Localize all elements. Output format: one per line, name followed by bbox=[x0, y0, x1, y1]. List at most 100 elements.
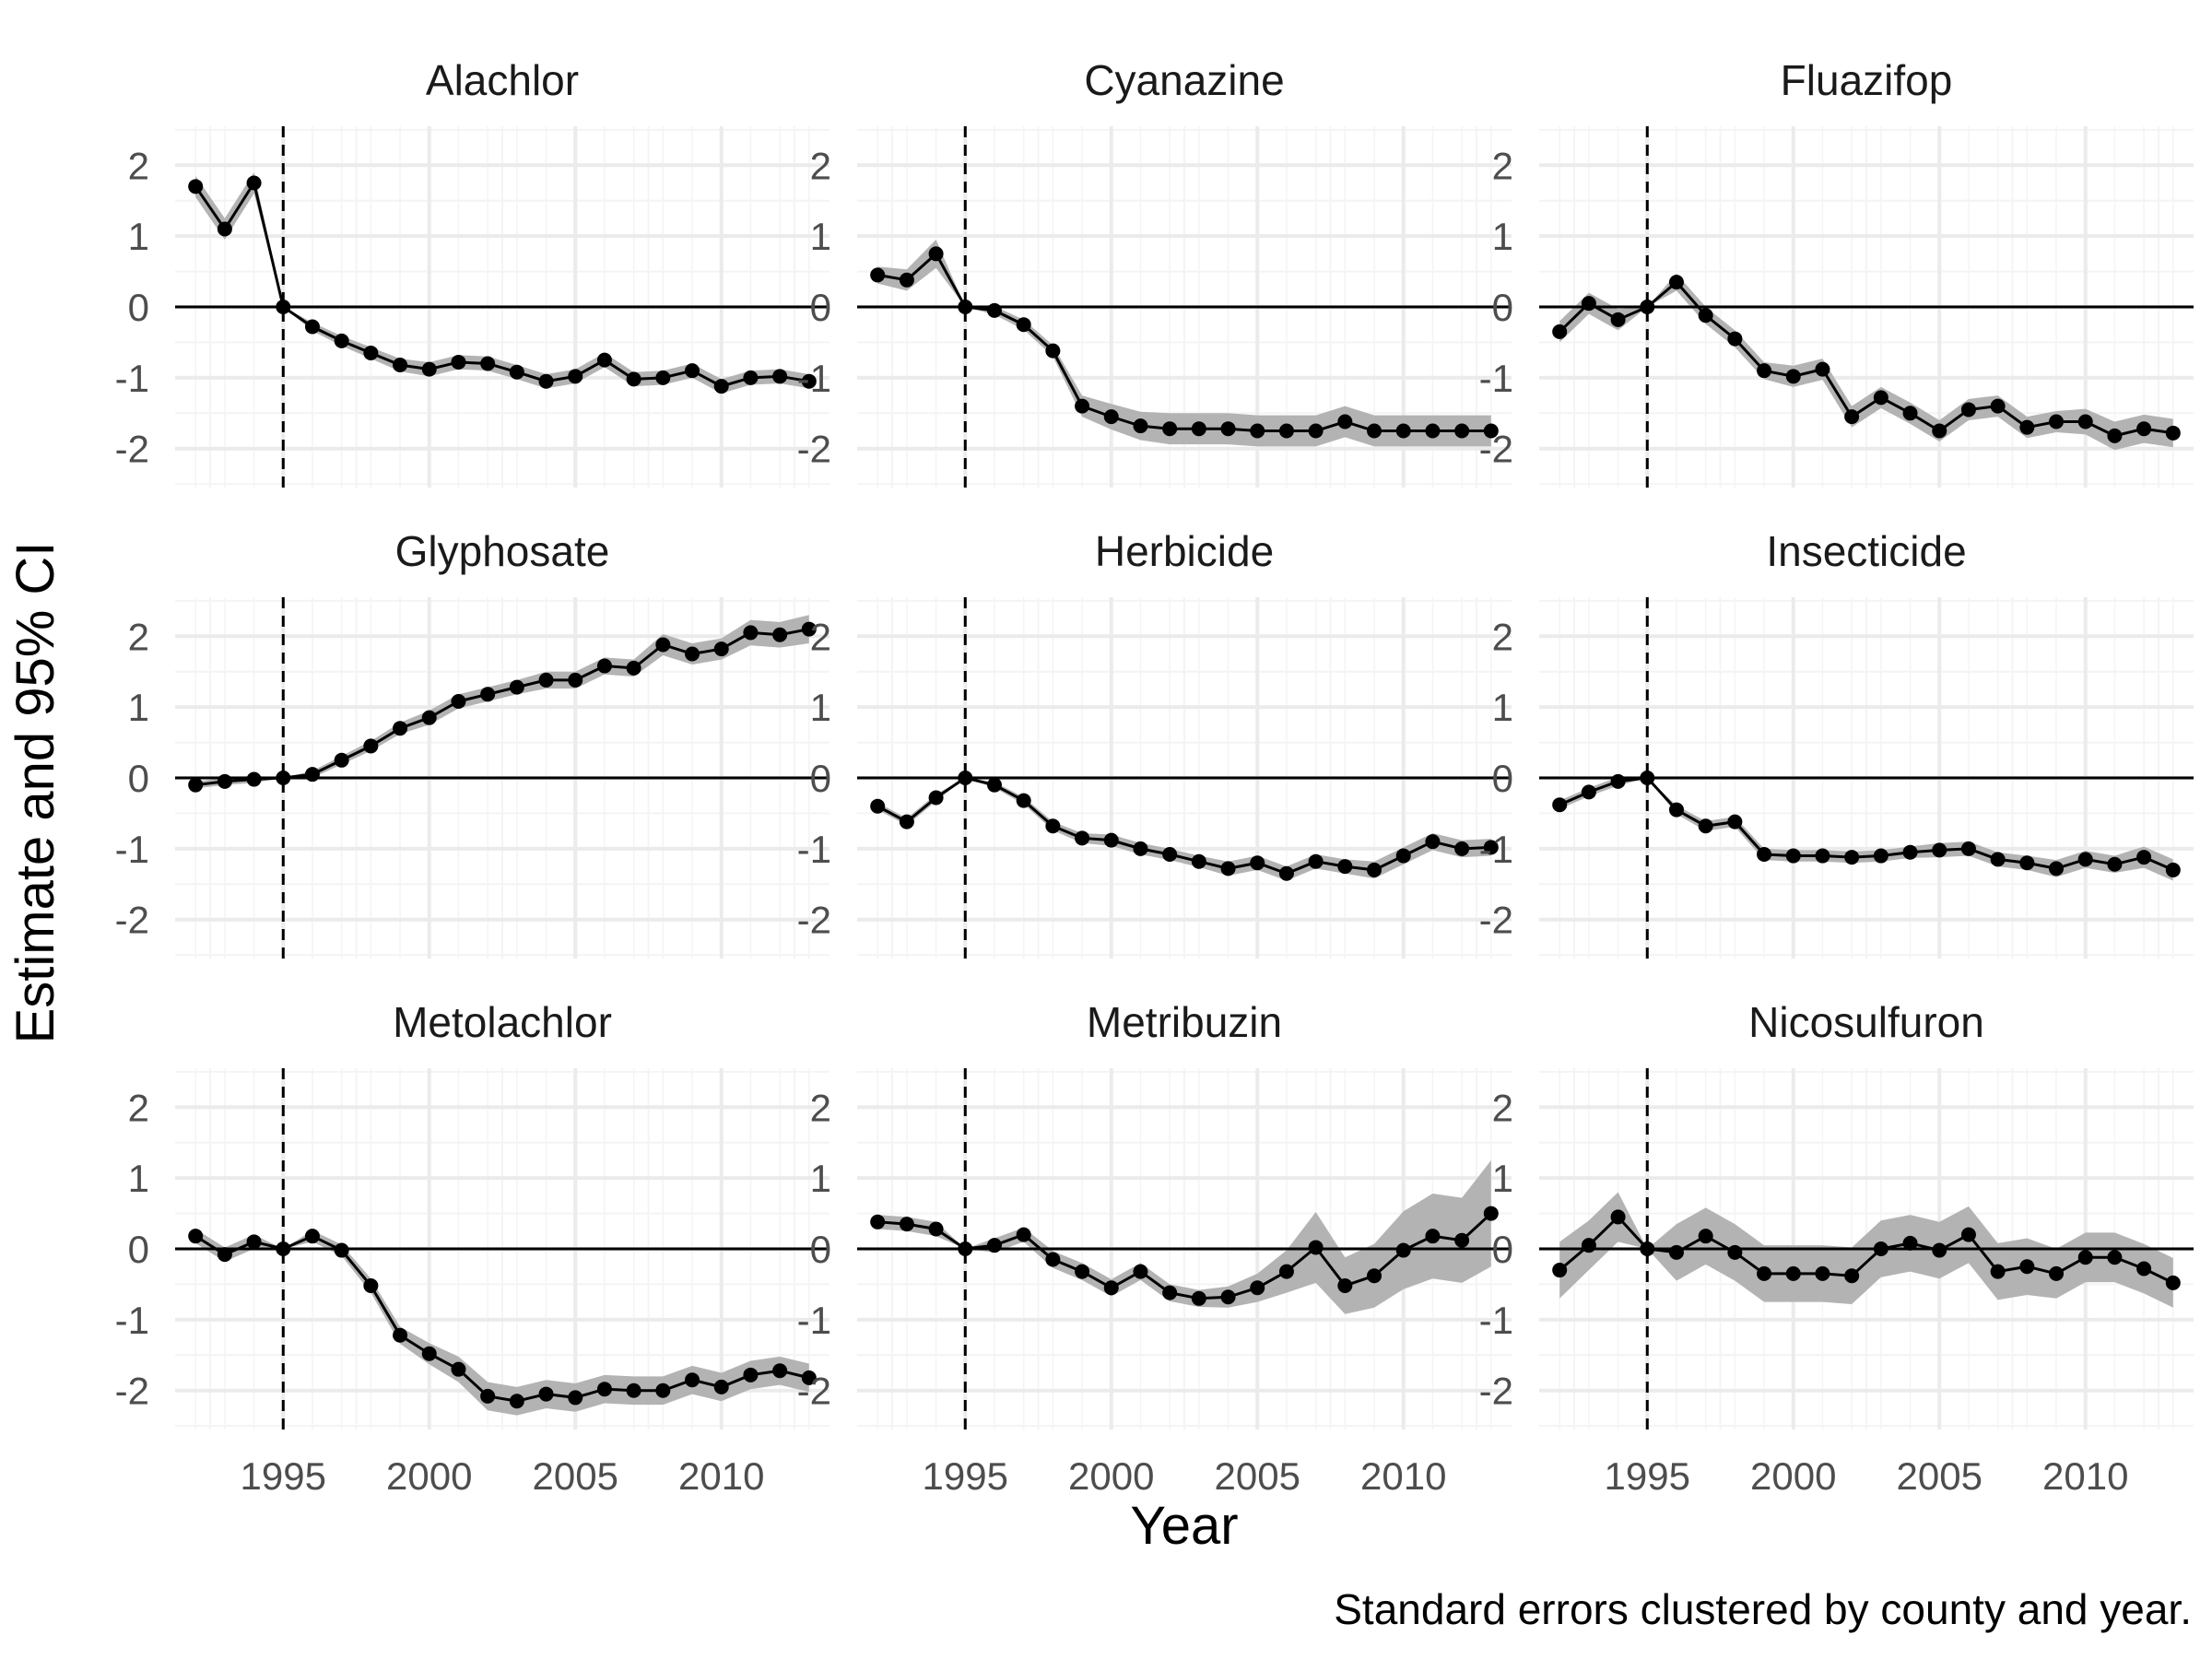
data-point bbox=[276, 771, 291, 785]
data-point bbox=[1902, 844, 1918, 860]
panel-alachlor: Alachlor -2 -1 0 1 2 bbox=[115, 56, 830, 488]
data-point bbox=[304, 319, 320, 335]
y-tick-label: 0 bbox=[1492, 757, 1513, 800]
data-point bbox=[1250, 423, 1265, 439]
y-tick-label: -1 bbox=[1479, 357, 1513, 400]
y-tick-label: 2 bbox=[1492, 615, 1513, 658]
data-point bbox=[538, 373, 554, 389]
data-point bbox=[2077, 414, 2093, 429]
data-point bbox=[1278, 1264, 1294, 1279]
data-point bbox=[626, 1382, 641, 1398]
y-tick-label: 1 bbox=[810, 1157, 831, 1200]
data-point bbox=[1250, 1280, 1265, 1296]
x-tick-label: 1995 bbox=[241, 1454, 326, 1498]
data-point bbox=[334, 752, 349, 768]
data-point bbox=[2019, 419, 2035, 435]
data-point bbox=[188, 179, 204, 194]
data-point bbox=[393, 1327, 408, 1343]
data-point bbox=[685, 646, 700, 662]
data-point bbox=[1075, 1264, 1090, 1279]
data-point bbox=[334, 333, 349, 348]
data-point bbox=[986, 302, 1002, 318]
data-point bbox=[1337, 414, 1353, 429]
data-point bbox=[1454, 1232, 1470, 1248]
y-tick-label: -2 bbox=[1479, 428, 1513, 471]
series-line bbox=[1559, 1215, 2174, 1285]
data-point bbox=[1191, 853, 1206, 869]
data-point bbox=[1133, 841, 1148, 856]
data-point bbox=[870, 267, 886, 283]
data-point bbox=[1727, 331, 1743, 347]
y-tick-label: -2 bbox=[115, 428, 149, 471]
data-point bbox=[1815, 1265, 1830, 1281]
data-point bbox=[421, 710, 437, 725]
series-line bbox=[1559, 279, 2174, 438]
x-tick-label: 2005 bbox=[1215, 1454, 1300, 1498]
y-tick-label: 1 bbox=[128, 215, 149, 258]
data-point bbox=[2165, 1275, 2181, 1290]
series-line bbox=[194, 179, 810, 388]
data-point bbox=[421, 361, 437, 377]
data-point bbox=[2049, 1265, 2065, 1281]
panel-title: Metolachlor bbox=[393, 998, 612, 1046]
data-point bbox=[928, 246, 944, 262]
series-line bbox=[195, 628, 810, 787]
data-point bbox=[1844, 409, 1860, 425]
y-tick-label: -1 bbox=[115, 357, 149, 400]
data-point bbox=[217, 221, 232, 237]
data-point bbox=[1045, 343, 1061, 359]
data-point bbox=[480, 687, 496, 702]
data-point bbox=[217, 773, 232, 789]
data-point bbox=[1162, 847, 1178, 863]
y-tick-label: 2 bbox=[810, 144, 831, 187]
data-point bbox=[1395, 848, 1411, 864]
data-point bbox=[363, 345, 379, 360]
y-tick-label: -1 bbox=[797, 1299, 831, 1342]
data-point bbox=[2077, 852, 2093, 867]
data-point bbox=[928, 1221, 944, 1237]
y-tick-label: 2 bbox=[128, 144, 149, 187]
data-point bbox=[421, 1346, 437, 1361]
data-point bbox=[2136, 850, 2152, 865]
data-point bbox=[1610, 1209, 1626, 1225]
y-tick-label: -2 bbox=[797, 899, 831, 942]
data-point bbox=[655, 1382, 671, 1398]
data-point bbox=[246, 175, 262, 191]
data-point bbox=[1873, 848, 1888, 864]
data-point bbox=[1902, 1235, 1918, 1251]
data-point bbox=[1960, 841, 1976, 856]
y-tick-label: 0 bbox=[1492, 286, 1513, 329]
y-tick-label: 2 bbox=[128, 1086, 149, 1129]
data-point bbox=[1395, 423, 1411, 439]
data-point bbox=[334, 1242, 349, 1258]
data-point bbox=[188, 777, 204, 793]
data-point bbox=[772, 1363, 788, 1379]
data-point bbox=[1191, 1290, 1206, 1306]
data-point bbox=[596, 658, 612, 674]
x-tick-label: 2005 bbox=[1897, 1454, 1983, 1498]
data-point bbox=[1581, 296, 1596, 312]
panel-fluazifop: Fluazifop -2 -1 0 1 2 bbox=[1479, 56, 2194, 488]
x-tick-label: 2005 bbox=[533, 1454, 618, 1498]
data-point bbox=[655, 637, 671, 653]
panel-title: Nicosulfuron bbox=[1748, 998, 1984, 1046]
data-point bbox=[772, 369, 788, 384]
y-tick-label: 0 bbox=[128, 286, 149, 329]
y-tick-label: 0 bbox=[1492, 1228, 1513, 1271]
data-point bbox=[1133, 1264, 1148, 1279]
ci-ribbon bbox=[1559, 273, 2173, 451]
data-point bbox=[2136, 421, 2152, 437]
panel-glyphosate: Glyphosate -2 -1 0 1 2 bbox=[115, 527, 830, 959]
data-point bbox=[538, 672, 554, 688]
panel-metolachlor: Metolachlor -2 -1 0 1 2 1995 2000 2005 2010 bbox=[115, 998, 830, 1498]
x-tick-label: 2010 bbox=[1360, 1454, 1446, 1498]
data-point bbox=[626, 660, 641, 676]
x-axis-title: Year bbox=[1130, 1496, 1238, 1556]
data-point bbox=[801, 373, 817, 389]
data-point bbox=[1960, 1227, 1976, 1242]
data-point bbox=[1220, 1289, 1236, 1305]
data-point bbox=[685, 1372, 700, 1388]
panel-title: Metribuzin bbox=[1087, 998, 1282, 1046]
data-point bbox=[1191, 421, 1206, 437]
